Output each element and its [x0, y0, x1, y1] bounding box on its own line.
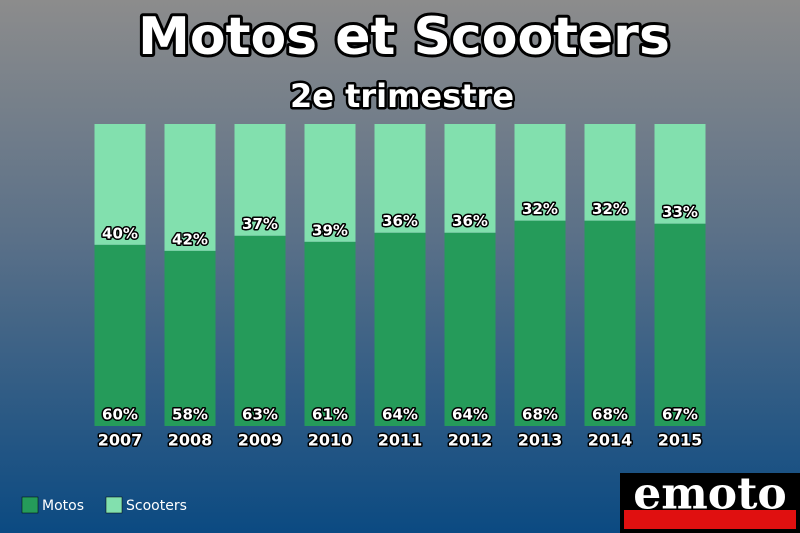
x-tick-label: 2012: [448, 431, 493, 450]
value-label: 37%: [242, 215, 278, 233]
legend-swatch: [21, 496, 39, 514]
x-tick-label: 2013: [518, 431, 563, 450]
bar-segment: [234, 124, 286, 236]
value-label: 32%: [522, 200, 558, 218]
bar-segment: [444, 124, 496, 233]
bar-segment: [514, 124, 566, 221]
bar-segment: [164, 124, 216, 251]
value-label: 63%: [242, 406, 278, 424]
x-tick-label: 2014: [588, 431, 633, 450]
bar-segment: [374, 232, 426, 426]
x-tick-label: 2009: [238, 431, 283, 450]
bar-segment: [304, 241, 356, 426]
bar-segment: [374, 124, 426, 233]
value-label: 58%: [172, 406, 208, 424]
x-tick-label: 2011: [378, 431, 423, 450]
value-label: 39%: [312, 221, 348, 239]
value-label: 36%: [382, 212, 418, 230]
bar-segment: [654, 223, 706, 426]
chart-title: Motos et Scooters: [138, 7, 670, 67]
bar-segment: [584, 124, 636, 221]
value-label: 67%: [662, 406, 698, 424]
bar-segment: [94, 124, 146, 245]
bar-segment: [444, 232, 496, 426]
value-label: 36%: [452, 212, 488, 230]
x-tick-label: 2007: [98, 431, 143, 450]
value-label: 42%: [172, 230, 208, 248]
value-label: 64%: [382, 406, 418, 424]
legend-label: Scooters: [126, 498, 187, 514]
x-tick-label: 2008: [168, 431, 213, 450]
bar-segment: [94, 244, 146, 426]
chart-subtitle: 2e trimestre: [290, 77, 514, 115]
value-label: 32%: [592, 200, 628, 218]
logo-strip: [624, 510, 796, 529]
bar-segment: [234, 235, 286, 426]
bar-segment: [304, 124, 356, 242]
value-label: 60%: [102, 406, 138, 424]
value-label: 68%: [592, 406, 628, 424]
x-tick-label: 2010: [308, 431, 353, 450]
legend-swatch: [105, 496, 123, 514]
value-label: 68%: [522, 406, 558, 424]
x-tick-label: 2015: [658, 431, 703, 450]
value-label: 61%: [312, 406, 348, 424]
value-label: 40%: [102, 224, 138, 242]
bar-segment: [584, 220, 636, 426]
logo-text: emoto: [633, 469, 787, 520]
value-label: 64%: [452, 406, 488, 424]
logo: emoto: [620, 469, 800, 533]
bar-segment: [514, 220, 566, 426]
legend-label: Motos: [42, 498, 84, 514]
value-label: 33%: [662, 203, 698, 221]
bar-segment: [164, 250, 216, 426]
bar-segment: [654, 124, 706, 224]
